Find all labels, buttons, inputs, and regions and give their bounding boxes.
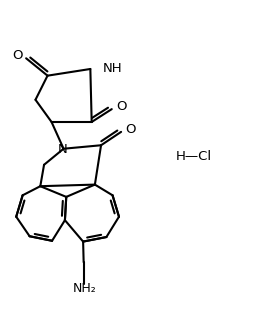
Text: NH₂: NH₂ [73,283,97,295]
Text: O: O [12,49,23,62]
Text: H—Cl: H—Cl [175,150,211,163]
Text: N: N [57,143,67,156]
Text: NH: NH [103,62,123,75]
Text: O: O [117,100,127,114]
Text: O: O [126,123,136,136]
